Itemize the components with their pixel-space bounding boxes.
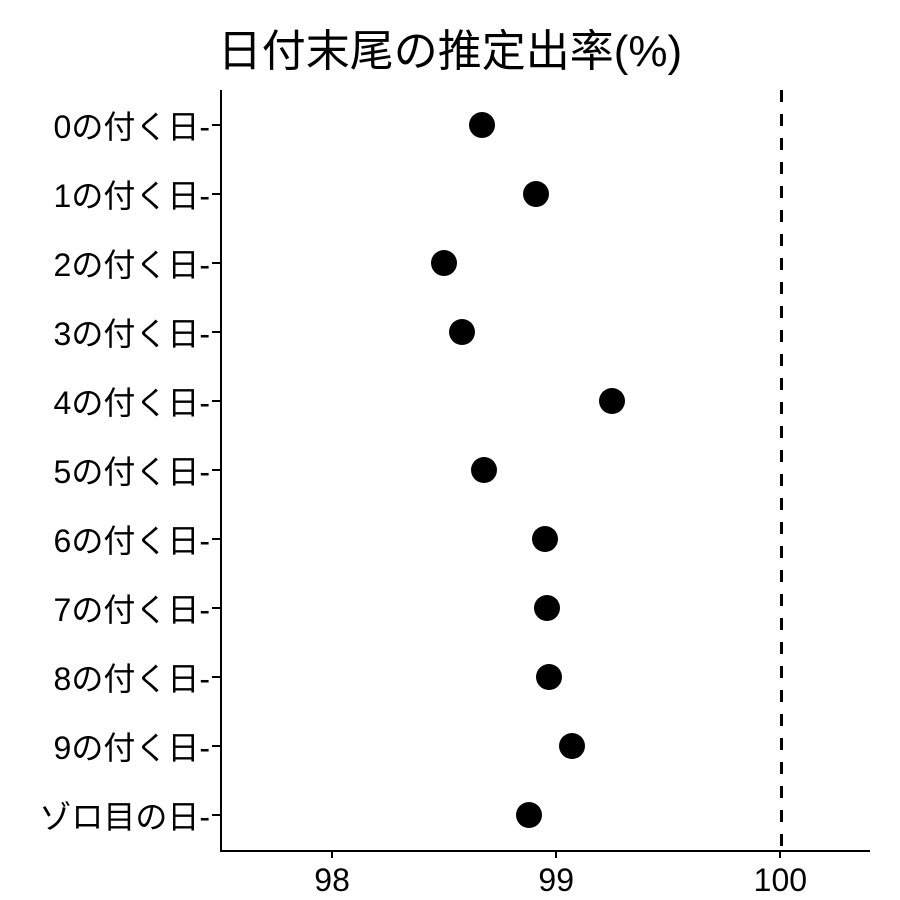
- data-point: [449, 319, 475, 345]
- y-tick-mark: [212, 676, 220, 678]
- y-tick-label: 4の付く日-: [54, 378, 210, 424]
- x-tick-mark: [555, 850, 557, 858]
- data-point: [599, 388, 625, 414]
- y-tick-mark: [212, 607, 220, 609]
- x-axis-line: [220, 850, 870, 852]
- data-point: [471, 457, 497, 483]
- y-tick-label: 8の付く日-: [54, 654, 210, 700]
- reference-line: [780, 90, 783, 850]
- data-point: [536, 664, 562, 690]
- y-axis-line: [220, 90, 222, 850]
- y-tick-mark: [212, 400, 220, 402]
- y-tick-label: 0の付く日-: [54, 102, 210, 148]
- y-tick-mark: [212, 469, 220, 471]
- x-tick-mark: [331, 850, 333, 858]
- x-tick-label: 99: [538, 862, 574, 899]
- chart-container: 日付末尾の推定出率(%) 0の付く日-1の付く日-2の付く日-3の付く日-4の付…: [0, 0, 900, 900]
- x-tick-label: 98: [314, 862, 350, 899]
- data-point: [523, 181, 549, 207]
- y-tick-mark: [212, 745, 220, 747]
- data-point: [559, 733, 585, 759]
- y-tick-label: 9の付く日-: [54, 723, 210, 769]
- data-point: [469, 112, 495, 138]
- data-point: [534, 595, 560, 621]
- y-tick-label: 5の付く日-: [54, 447, 210, 493]
- y-tick-label: 3の付く日-: [54, 309, 210, 355]
- y-tick-mark: [212, 814, 220, 816]
- y-tick-mark: [212, 538, 220, 540]
- y-tick-label: 6の付く日-: [54, 516, 210, 562]
- plot-area: 0の付く日-1の付く日-2の付く日-3の付く日-4の付く日-5の付く日-6の付く…: [220, 90, 870, 850]
- data-point: [431, 250, 457, 276]
- x-tick-label: 100: [754, 862, 807, 899]
- y-tick-label: 7の付く日-: [54, 585, 210, 631]
- y-tick-mark: [212, 331, 220, 333]
- y-tick-mark: [212, 124, 220, 126]
- x-tick-mark: [779, 850, 781, 858]
- data-point: [516, 802, 542, 828]
- y-tick-label: 2の付く日-: [54, 240, 210, 286]
- chart-title: 日付末尾の推定出率(%): [0, 15, 900, 79]
- data-point: [532, 526, 558, 552]
- y-tick-mark: [212, 262, 220, 264]
- y-tick-mark: [212, 193, 220, 195]
- y-tick-label: 1の付く日-: [54, 171, 210, 217]
- y-tick-label: ゾロ目の日-: [39, 792, 210, 838]
